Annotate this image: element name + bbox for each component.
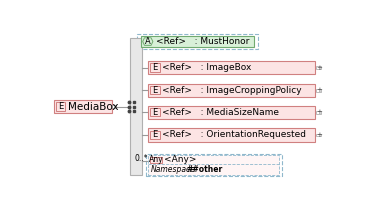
FancyBboxPatch shape xyxy=(148,84,315,97)
Text: <Ref>   : MediaSizeName: <Ref> : MediaSizeName xyxy=(162,108,280,117)
Text: +: + xyxy=(316,65,322,70)
FancyBboxPatch shape xyxy=(56,102,65,111)
FancyBboxPatch shape xyxy=(54,100,112,113)
Text: ##other: ##other xyxy=(187,165,223,174)
FancyBboxPatch shape xyxy=(151,64,160,72)
Text: <Ref>   : MustHonor: <Ref> : MustHonor xyxy=(156,37,249,46)
FancyBboxPatch shape xyxy=(148,61,315,74)
FancyBboxPatch shape xyxy=(148,155,280,175)
FancyBboxPatch shape xyxy=(151,157,162,163)
FancyBboxPatch shape xyxy=(316,111,321,114)
FancyBboxPatch shape xyxy=(151,131,160,139)
FancyBboxPatch shape xyxy=(151,86,160,95)
Text: E: E xyxy=(152,108,158,117)
Text: +: + xyxy=(316,132,322,138)
Text: E: E xyxy=(152,63,158,72)
Text: <Any>: <Any> xyxy=(164,155,197,164)
FancyBboxPatch shape xyxy=(141,36,254,47)
FancyBboxPatch shape xyxy=(112,106,116,108)
Text: <Ref>   : OrientationRequested: <Ref> : OrientationRequested xyxy=(162,130,306,139)
FancyBboxPatch shape xyxy=(148,128,315,142)
Text: A: A xyxy=(145,37,151,46)
Text: <Ref>   : ImageCroppingPolicy: <Ref> : ImageCroppingPolicy xyxy=(162,86,302,95)
Text: <Ref>   : ImageBox: <Ref> : ImageBox xyxy=(162,63,252,72)
Text: Any: Any xyxy=(149,155,164,164)
FancyBboxPatch shape xyxy=(151,108,160,116)
Text: +: + xyxy=(316,109,322,115)
Text: 0..*: 0..* xyxy=(135,154,148,162)
Text: E: E xyxy=(152,86,158,95)
Text: MediaBox: MediaBox xyxy=(68,101,118,112)
FancyBboxPatch shape xyxy=(316,134,321,136)
Text: +: + xyxy=(316,87,322,93)
FancyBboxPatch shape xyxy=(130,38,142,175)
Text: E: E xyxy=(58,102,63,111)
Text: E: E xyxy=(152,130,158,139)
FancyBboxPatch shape xyxy=(148,106,315,119)
Text: Namespace: Namespace xyxy=(151,165,196,174)
Polygon shape xyxy=(143,38,153,45)
FancyBboxPatch shape xyxy=(316,66,321,69)
FancyBboxPatch shape xyxy=(316,89,321,92)
